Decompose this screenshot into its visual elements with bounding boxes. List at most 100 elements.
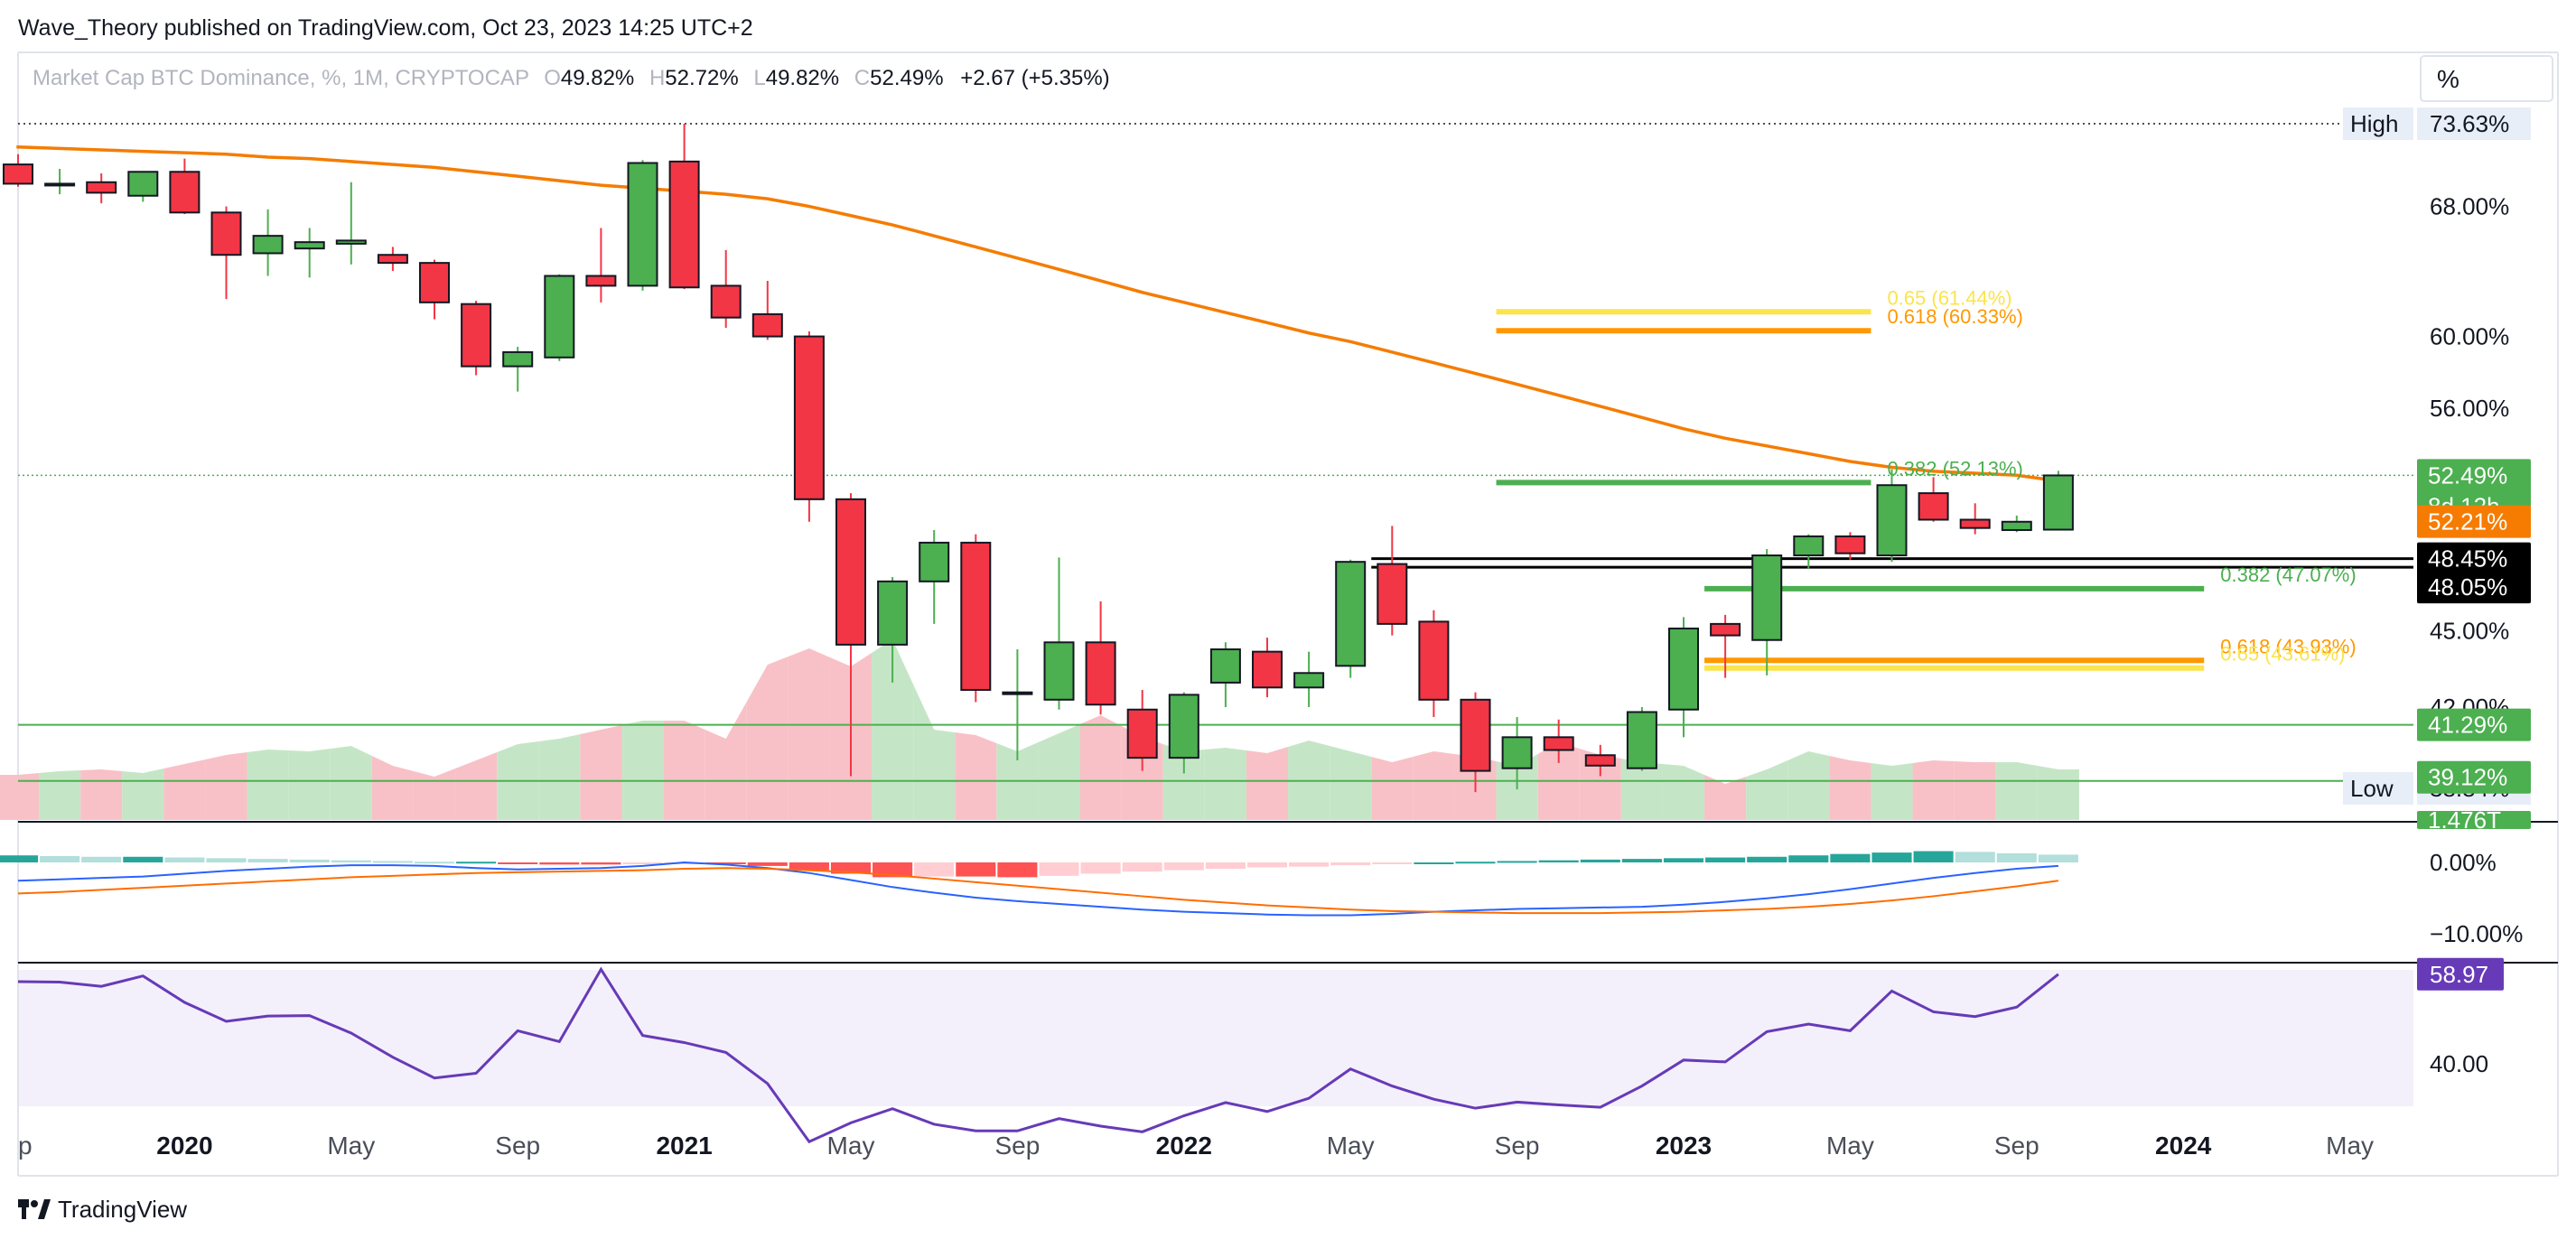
candle[interactable] — [1793, 534, 1825, 569]
candle[interactable] — [210, 206, 242, 300]
candle-body — [86, 181, 117, 194]
ema-price-label-value: 52.21% — [2428, 508, 2507, 536]
candle-body — [1793, 535, 1825, 557]
candle[interactable] — [919, 529, 950, 624]
candle[interactable] — [877, 576, 909, 683]
candle[interactable] — [1626, 706, 1657, 771]
candle[interactable] — [377, 247, 408, 272]
candle[interactable] — [544, 274, 575, 361]
support-price-label: 48.45% — [2417, 542, 2531, 575]
scale-mode-button[interactable]: % — [2420, 55, 2553, 102]
candle[interactable] — [1501, 717, 1533, 790]
candle[interactable] — [793, 331, 825, 522]
low-value: 49.82% — [766, 66, 839, 90]
volume-area-segment — [1787, 751, 1830, 820]
candle[interactable] — [1959, 503, 1991, 535]
volume-area-segment — [1371, 757, 1414, 820]
candle[interactable] — [2042, 470, 2074, 531]
candle[interactable] — [1834, 532, 1866, 560]
macd-histogram-bar — [1039, 862, 1079, 876]
candle[interactable] — [1252, 638, 1283, 698]
candle[interactable] — [86, 172, 117, 204]
volume-area-segment — [39, 770, 81, 820]
candle[interactable] — [1876, 469, 1908, 563]
macd-histogram-bar — [414, 862, 455, 864]
candle-body — [1252, 650, 1283, 689]
support-price-label-bg — [2417, 708, 2531, 741]
volume-area-segment — [1746, 760, 1788, 820]
candle[interactable] — [1043, 557, 1075, 710]
rsi-background — [18, 970, 2413, 1106]
volume-area-segment — [538, 734, 581, 820]
macd-histogram-bar — [997, 862, 1038, 878]
candle[interactable] — [335, 182, 367, 265]
candle[interactable] — [502, 347, 534, 392]
macd-histogram-bar — [1163, 862, 1204, 871]
candle[interactable] — [751, 280, 783, 340]
time-tick-label: Sep — [1495, 1132, 1540, 1160]
candle[interactable] — [1126, 689, 1158, 771]
candle[interactable] — [1209, 642, 1241, 707]
candle[interactable] — [1293, 651, 1325, 707]
candle[interactable] — [3, 154, 33, 187]
volume-area-segment — [872, 639, 914, 820]
candle[interactable] — [1543, 719, 1574, 763]
candle[interactable] — [627, 160, 658, 291]
candle[interactable] — [294, 228, 325, 278]
fibonacci-layer: 0.65 (61.44%)0.618 (60.33%) 0.382 (52.13%… — [1496, 286, 2357, 671]
volume-area-segment — [247, 750, 289, 820]
candle-body — [1876, 484, 1908, 557]
candle[interactable] — [1460, 692, 1491, 793]
candle[interactable] — [1668, 617, 1699, 738]
candle[interactable] — [1168, 692, 1199, 774]
support-price-label-value: 39.12% — [2428, 764, 2507, 791]
candle[interactable] — [1584, 744, 1616, 777]
close-value: 52.49% — [870, 66, 943, 90]
volume-area-segment — [580, 725, 622, 820]
volume-area-segment — [2037, 766, 2079, 820]
candle[interactable] — [461, 300, 492, 376]
macd-histogram-bar — [123, 856, 163, 862]
volume-area-segment — [1204, 748, 1246, 820]
candle[interactable] — [1002, 649, 1033, 761]
candle[interactable] — [1710, 614, 1741, 678]
candle[interactable] — [419, 259, 450, 320]
candle-body — [1126, 708, 1158, 759]
candle[interactable] — [1751, 548, 1783, 675]
macd-histogram-bar — [331, 860, 371, 862]
candle[interactable] — [585, 228, 617, 303]
time-tick-label: Sep — [495, 1132, 540, 1160]
candle[interactable] — [668, 124, 700, 290]
macd-histogram-bar — [1871, 852, 1912, 862]
volume-area-segment — [1246, 747, 1289, 820]
candle[interactable] — [2001, 515, 2032, 533]
candle[interactable] — [169, 158, 201, 215]
candle[interactable] — [1085, 601, 1116, 715]
candle[interactable] — [127, 171, 159, 202]
candle-body — [335, 239, 367, 245]
candle[interactable] — [710, 249, 742, 329]
fib-level-label: 0.618 (60.33%) — [1887, 305, 2022, 328]
volume-area-segment — [1829, 756, 1871, 820]
candle[interactable] — [835, 493, 866, 777]
rsi-tick-label: 40.00 — [2430, 1050, 2488, 1077]
high-marker: High 73.63% — [2343, 107, 2531, 140]
volume-area-segment — [163, 759, 206, 820]
candle[interactable] — [1418, 610, 1450, 718]
macd-histogram-bar — [1955, 852, 1995, 862]
tradingview-logo[interactable]: TradingView — [18, 1196, 187, 1223]
candle[interactable] — [960, 534, 992, 703]
candle[interactable] — [1335, 559, 1367, 678]
candle-body — [1209, 648, 1241, 684]
candle[interactable] — [252, 209, 284, 276]
candle[interactable] — [1377, 526, 1408, 636]
volume-area-segment — [205, 752, 247, 820]
fib-level-label: 0.382 (47.07%) — [2220, 564, 2356, 586]
change-value: +2.67 (+5.35%) — [960, 66, 1109, 90]
candle-body — [1543, 736, 1574, 751]
candle[interactable] — [1918, 477, 1949, 522]
candle-body — [1335, 561, 1367, 667]
candle[interactable] — [44, 168, 76, 195]
macd-histogram-bar — [1538, 860, 1579, 862]
